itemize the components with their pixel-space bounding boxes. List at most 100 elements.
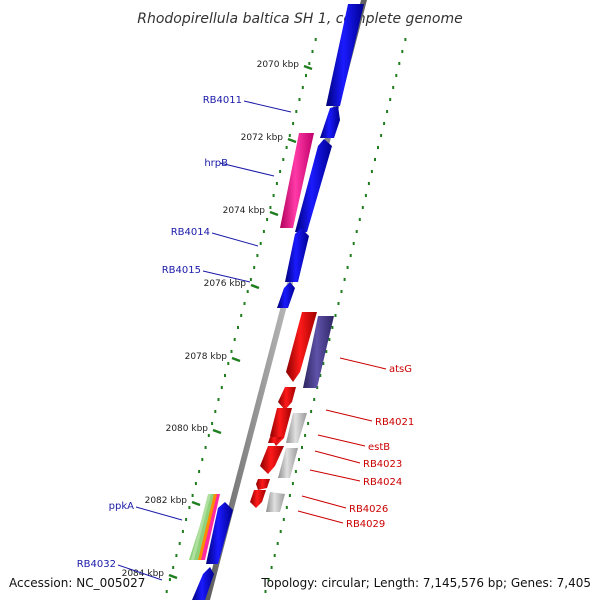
ring-dot xyxy=(285,506,288,509)
ring-dot xyxy=(224,374,226,377)
ring-dot xyxy=(227,362,230,365)
ring-dot xyxy=(262,230,265,233)
gene-label-hrpb[interactable]: hrpB xyxy=(204,158,228,169)
hypothetical-gene[interactable] xyxy=(286,413,307,443)
other-gene[interactable] xyxy=(303,316,334,388)
ring-dot xyxy=(259,242,262,245)
ring-dot xyxy=(233,338,236,341)
gene-label-rb4011[interactable]: RB4011 xyxy=(203,95,242,106)
gene-label-rb4032[interactable]: RB4032 xyxy=(77,559,116,570)
ring-dot xyxy=(211,422,214,425)
ring-dot xyxy=(240,314,243,317)
gene-arrow-reverse[interactable] xyxy=(278,387,296,410)
ring-dot xyxy=(295,110,298,113)
ring-dot xyxy=(313,398,316,401)
gene-label-rb4026[interactable]: RB4026 xyxy=(349,504,388,515)
ring-dot xyxy=(270,566,273,569)
ring-dot xyxy=(282,518,285,521)
hypothetical-gene[interactable] xyxy=(278,448,298,478)
ring-dot xyxy=(237,326,239,329)
gene-arrow-forward[interactable] xyxy=(277,282,295,308)
ring-dot xyxy=(298,98,301,101)
rna-gene[interactable] xyxy=(280,133,314,228)
ring-dot xyxy=(201,458,204,461)
ring-dot xyxy=(304,434,307,437)
rna-gene-stripes xyxy=(191,494,211,560)
ring-dot xyxy=(214,410,217,413)
ring-dot xyxy=(343,278,346,281)
gene-arrow-reverse[interactable] xyxy=(260,446,284,474)
ring-dot xyxy=(325,350,328,353)
ring-dot xyxy=(314,38,317,41)
ring-dot xyxy=(178,542,181,545)
ring-dot xyxy=(230,350,233,353)
ring-dot xyxy=(165,590,168,593)
gene-label-rb4015[interactable]: RB4015 xyxy=(162,265,201,276)
ring-dot xyxy=(337,302,340,305)
gene-arrow-reverse[interactable] xyxy=(256,479,270,490)
tick-label: 2078 kbp xyxy=(185,352,228,362)
ring-dot xyxy=(246,290,249,293)
ring-dot xyxy=(331,326,334,329)
gene-label-rb4014[interactable]: RB4014 xyxy=(171,227,210,238)
tick-marks xyxy=(168,64,313,580)
ring-dot xyxy=(249,278,252,281)
gene-label-ppka[interactable]: ppkA xyxy=(109,501,134,512)
outer-tick-ring xyxy=(264,38,407,593)
ring-dot xyxy=(204,446,207,449)
gene-arrow-reverse[interactable] xyxy=(268,437,282,443)
inner-tick-ring xyxy=(165,38,317,593)
gene-arrow-forward[interactable] xyxy=(192,567,214,600)
ring-dot xyxy=(398,62,401,65)
gene-arrow-forward[interactable] xyxy=(320,106,340,138)
ring-dot xyxy=(253,266,256,269)
gene-arrow-reverse[interactable] xyxy=(286,312,317,382)
ring-dot xyxy=(207,434,210,437)
ring-dot xyxy=(380,134,383,137)
reverse-gene-labels xyxy=(297,357,387,524)
ring-dot xyxy=(383,122,386,125)
ring-dot xyxy=(198,470,201,473)
gene-arrow-forward[interactable] xyxy=(326,4,364,106)
gene-label-rb4029[interactable]: RB4029 xyxy=(346,519,385,530)
gene-arrow-reverse[interactable] xyxy=(250,490,266,508)
gene-arrow-forward[interactable] xyxy=(285,228,309,282)
gene-label-rb4024[interactable]: RB4024 xyxy=(363,477,402,488)
ring-dot xyxy=(220,386,223,389)
ring-dot xyxy=(404,38,407,41)
ring-dot xyxy=(328,338,331,341)
tick-label: 2082 kbp xyxy=(145,496,188,506)
forward-gene-label-text: RB4011 hrpB RB4014 RB4015 ppkA RB4032 xyxy=(77,95,242,570)
ring-dot xyxy=(311,50,314,53)
ring-dot xyxy=(401,50,404,53)
gene-label-rb4023[interactable]: RB4023 xyxy=(363,459,402,470)
ring-dot xyxy=(364,194,367,197)
ring-dot xyxy=(272,194,275,197)
tick-label: 2072 kbp xyxy=(241,133,284,143)
ring-dot xyxy=(352,242,355,245)
ring-dot xyxy=(308,62,311,65)
ring-dot xyxy=(175,554,178,557)
gene-label-rb4021[interactable]: RB4021 xyxy=(375,417,414,428)
ring-dot xyxy=(307,422,310,425)
reverse-gene-label-text: atsG RB4021 estB RB4023 RB4024 RB4026 RB… xyxy=(346,364,414,530)
gene-arrow-forward[interactable] xyxy=(206,502,233,564)
ring-dot xyxy=(355,230,358,233)
hypothetical-gene[interactable] xyxy=(266,492,285,512)
ring-dot xyxy=(264,590,267,593)
gene-label-atsg[interactable]: atsG xyxy=(389,364,412,375)
ring-dot xyxy=(370,170,373,173)
accession-text: Accession: NC_005027 xyxy=(9,576,145,590)
ring-dot xyxy=(273,554,276,557)
ring-dot xyxy=(282,158,285,161)
ring-dot xyxy=(291,482,294,485)
ring-dot xyxy=(367,182,370,185)
gene-arrow-reverse[interactable] xyxy=(270,408,292,446)
gene-arrow-forward[interactable] xyxy=(295,139,332,232)
ring-dot xyxy=(243,302,246,305)
gene-label-estb[interactable]: estB xyxy=(368,442,390,453)
tick-label: 2074 kbp xyxy=(223,206,266,216)
ring-dot xyxy=(319,374,322,377)
ring-dot xyxy=(285,146,288,149)
